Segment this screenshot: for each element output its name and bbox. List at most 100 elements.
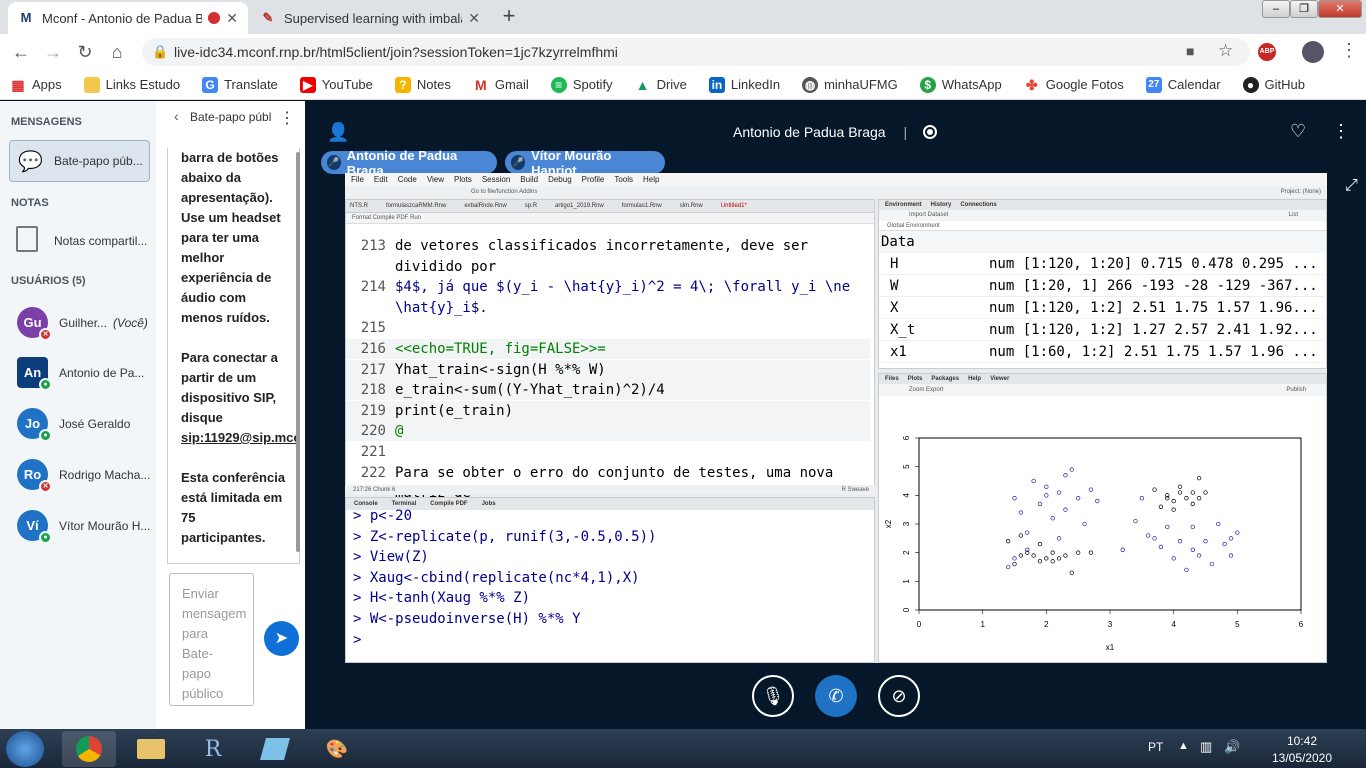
code-line[interactable]: \hat{y}_i$. xyxy=(346,298,870,318)
environment-pane: Environment History Connections Import Dat… xyxy=(878,199,1327,369)
options-menu-icon[interactable]: ⋮ xyxy=(1332,121,1350,141)
bookmark-google-fotos[interactable]: ✤ Google Fotos xyxy=(1024,77,1124,93)
bookmark-translate[interactable]: G Translate xyxy=(202,76,278,93)
record-icon[interactable] xyxy=(923,125,937,139)
bookmark-linkedin[interactable]: in LinkedIn xyxy=(708,76,780,93)
tray-chevron-icon[interactable]: ▲ xyxy=(1178,740,1189,752)
code-line[interactable]: 221 xyxy=(346,442,870,462)
bookmark-apps[interactable]: ▦ Apps xyxy=(11,76,62,93)
home-icon[interactable]: ⌂ xyxy=(111,42,123,62)
chrome-menu-icon[interactable]: ⋮ xyxy=(1340,40,1358,60)
paint-taskbar-icon[interactable]: 🎨 xyxy=(325,738,349,759)
variable-value: num [1:20, 1] 266 -193 -28 -129 -367... xyxy=(989,278,1318,294)
system-clock[interactable]: 10:42 13/05/2020 xyxy=(1271,734,1333,765)
code-line[interactable]: dividido por xyxy=(346,257,870,277)
user-item[interactable]: Ví ● Vítor Mourão H... xyxy=(17,510,150,544)
new-tab-button[interactable]: + xyxy=(502,3,516,28)
code-line[interactable]: 214 $4$, já que $(y_i - \hat{y}_i)^2 = 4\… xyxy=(346,277,870,297)
code-line[interactable]: 213 de vetores classificados incorretamen… xyxy=(346,236,870,256)
bookmark-whatsapp[interactable]: $ WhatsApp xyxy=(919,76,1002,93)
browser-tab-supervised[interactable]: ✎ Supervised learning with imbalan ✕ xyxy=(250,2,490,34)
forward-icon[interactable]: → xyxy=(44,42,62,62)
app-taskbar-icon[interactable] xyxy=(248,731,302,767)
chevron-left-icon[interactable]: ‹ xyxy=(174,108,179,124)
code-line[interactable]: 222 Para se obter o erro do conjunto de t… xyxy=(346,463,870,483)
chrome-taskbar-icon[interactable] xyxy=(62,731,116,767)
file-explorer-icon[interactable] xyxy=(124,731,178,767)
browser-tab-mconf[interactable]: M Mconf - Antonio de Padua B ✕ xyxy=(8,2,248,34)
code-text: e_train<-sum((Y-Yhat_train)^2)/4 xyxy=(395,382,665,399)
bookmark-github[interactable]: ● GitHub xyxy=(1242,76,1305,93)
profile-avatar[interactable] xyxy=(1302,41,1324,63)
bookmark-minhaufmg[interactable]: ◍ minhaUFMG xyxy=(802,76,898,93)
editor-tabs: NTS.R formulaszcaRMM.Rnw exbalRnde.Rnw sp.R… xyxy=(346,200,874,213)
data-point xyxy=(1063,507,1068,512)
code-line[interactable]: 217 Yhat_train<-sign(H %*% W) xyxy=(346,359,870,380)
shared-notes-item[interactable]: Notas compartil... xyxy=(54,234,148,248)
network-icon[interactable]: ▥ xyxy=(1200,739,1213,754)
user-item[interactable]: Ro ✕ Rodrigo Macha... xyxy=(17,459,150,493)
back-icon[interactable]: ← xyxy=(12,42,30,62)
star-icon[interactable]: ☆ xyxy=(1218,41,1234,60)
data-point xyxy=(1037,501,1043,507)
r-taskbar-icon[interactable]: R xyxy=(204,736,222,762)
url-bar[interactable]: live-idc34.mconf.rnp.br/html5client/join… xyxy=(142,38,1250,66)
language-indicator[interactable]: PT xyxy=(1148,740,1164,754)
user-name: Antonio de Pa... xyxy=(59,365,145,380)
chat-message-line: 75 xyxy=(181,510,196,525)
user-list-toggle-icon[interactable]: 👤 xyxy=(327,122,350,142)
camera-icon[interactable]: ■ xyxy=(1186,43,1195,59)
line-number: 220 xyxy=(360,423,386,440)
bookmark-notes[interactable]: ? Notes xyxy=(394,76,451,93)
reload-icon[interactable]: ↻ xyxy=(77,42,93,62)
code-line[interactable]: 220 @ xyxy=(346,421,870,442)
chat-options-icon[interactable]: ⋮ xyxy=(279,110,295,127)
public-chat-item[interactable]: 💬 Bate-papo púb... xyxy=(9,140,150,182)
data-point xyxy=(1158,544,1164,550)
env-variable-row[interactable]: x1 num [1:60, 1:2] 2.51 1.75 1.57 1.96 ..… xyxy=(879,341,1324,363)
close-window-button[interactable]: ✕ xyxy=(1318,0,1362,18)
bookmark-drive[interactable]: ▲ Drive xyxy=(635,76,687,93)
unmute-button[interactable]: 🎙 xyxy=(752,675,794,717)
data-point xyxy=(1050,516,1055,521)
maximize-button[interactable]: ❐ xyxy=(1290,0,1318,18)
lock-icon[interactable]: 🔒 xyxy=(152,44,169,59)
avatar: Ro ✕ xyxy=(17,459,52,493)
adblock-icon[interactable]: ABP xyxy=(1258,43,1276,61)
data-point xyxy=(1120,547,1125,552)
user-item[interactable]: Gu ✕ Guilher... (Você) xyxy=(17,307,148,341)
heart-icon[interactable]: ♡ xyxy=(1290,121,1307,141)
calendar-icon: 27 xyxy=(1145,76,1162,93)
bookmark-links-estudo[interactable]: Links Estudo xyxy=(83,76,180,93)
data-point xyxy=(1076,496,1081,501)
github-icon: ● xyxy=(1242,76,1259,93)
close-tab-icon[interactable]: ✕ xyxy=(226,9,238,26)
env-variable-row[interactable]: X_t num [1:120, 1:2] 1.27 2.57 2.41 1.92.… xyxy=(879,319,1324,341)
fullscreen-icon[interactable]: ⤢ xyxy=(1345,177,1358,194)
close-tab-icon[interactable]: ✕ xyxy=(468,9,480,26)
console-line[interactable]: > xyxy=(353,631,370,648)
bookmark-calendar[interactable]: 27 Calendar xyxy=(1145,76,1221,93)
code-line[interactable]: 215 xyxy=(346,318,870,338)
bookmark-spotify[interactable]: ≡ Spotify xyxy=(550,76,613,93)
start-button[interactable] xyxy=(6,731,44,767)
code-line[interactable]: 219 print(e_train) xyxy=(346,400,870,421)
user-item[interactable]: Jo ● José Geraldo xyxy=(17,408,130,442)
code-line[interactable]: 216 <<echo=TRUE, fig=FALSE>>= xyxy=(346,339,870,359)
chat-message-input[interactable]: Enviar mensagem para Bate-papo público xyxy=(169,573,254,706)
bookmark-youtube[interactable]: ▶ YouTube xyxy=(299,76,373,93)
user-item[interactable]: An ● Antonio de Pa... xyxy=(17,357,145,391)
code-line[interactable]: 218 e_train<-sum((Y-Yhat_train)^2)/4 xyxy=(346,380,870,401)
minimize-button[interactable]: – xyxy=(1262,0,1290,18)
bookmark-gmail[interactable]: M Gmail xyxy=(473,77,529,93)
chat-scrollbar[interactable] xyxy=(296,152,300,552)
video-button[interactable]: ⊘ xyxy=(878,675,920,717)
windows-taskbar xyxy=(0,729,1366,768)
send-message-button[interactable]: ➤ xyxy=(264,621,299,656)
audio-button[interactable]: ✆ xyxy=(815,675,857,717)
volume-icon[interactable]: 🔊 xyxy=(1224,739,1241,754)
data-point xyxy=(1005,539,1011,544)
